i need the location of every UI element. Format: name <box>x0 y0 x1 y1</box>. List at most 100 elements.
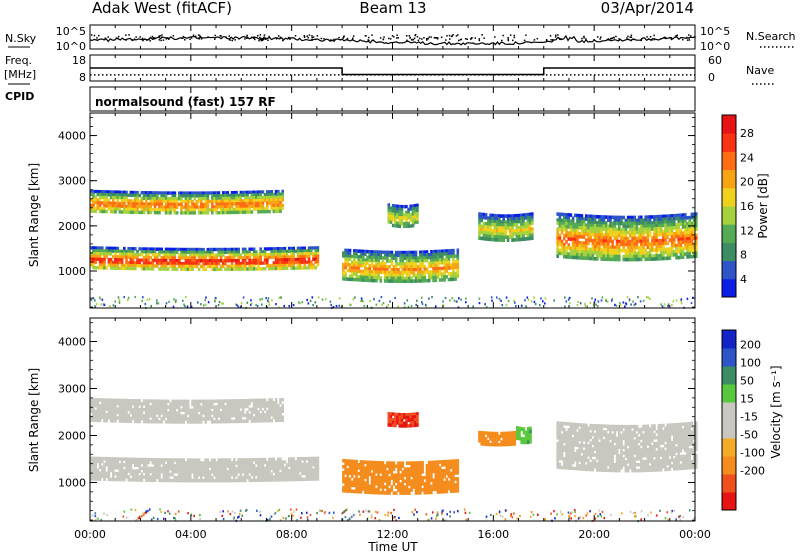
echo-cell-r0 <box>310 246 313 250</box>
clutter-cell <box>420 296 423 299</box>
echo-cell-r1 <box>114 193 117 197</box>
echo-cell-r5 <box>578 213 581 218</box>
echo-cell-r1 <box>127 204 130 209</box>
echo-cell-r1 <box>217 405 221 409</box>
echo-cell-r0 <box>189 253 192 257</box>
echo-cell-r0 <box>261 460 265 465</box>
echo-cell-r1 <box>252 204 256 208</box>
echo-cell-r1 <box>109 419 113 423</box>
echo-cell-r0 <box>310 266 313 270</box>
echo-cell-r5 <box>626 254 630 259</box>
echo-cell-r0 <box>197 259 201 263</box>
echo-cell-r5 <box>666 223 669 227</box>
echo-cell-r2 <box>436 275 440 280</box>
clutter-cell <box>397 305 399 308</box>
echo-cell-r0 <box>219 476 223 480</box>
echo-cell-r2 <box>366 275 369 280</box>
echo-cell-r0 <box>292 255 295 259</box>
echo-cell-r0 <box>290 255 293 259</box>
noise-search-dot <box>449 38 451 40</box>
echo-cell-r1 <box>241 410 245 415</box>
echo-cell-r3 <box>400 221 404 226</box>
echo-cell-r1 <box>140 199 144 203</box>
echo-cell-r1 <box>215 420 218 424</box>
echo-cell-r1 <box>138 205 141 209</box>
echo-cell-r1 <box>173 194 177 198</box>
echo-cell-r1 <box>112 398 115 402</box>
echo-cell-r4 <box>526 212 530 217</box>
echo-cell-r1 <box>184 411 188 415</box>
echo-cell-r5 <box>657 217 661 222</box>
echo-cell-r0 <box>149 466 152 471</box>
echo-cell-r0 <box>191 256 194 260</box>
echo-cell-r0 <box>145 457 148 462</box>
echo-cell-r4 <box>531 233 534 237</box>
echo-cell-r0 <box>193 253 196 257</box>
echo-cell-r0 <box>263 478 267 482</box>
echo-cell-r0 <box>237 247 240 252</box>
echo-cell-r0 <box>195 476 199 480</box>
echo-cell-r5 <box>571 219 575 224</box>
echo-cell-r5 <box>571 237 575 242</box>
noise-search-dot <box>618 38 620 40</box>
echo-cell-r0 <box>222 250 225 254</box>
echo-cell-r2 <box>414 265 418 269</box>
echo-cell-r0 <box>151 460 155 465</box>
echo-cell-r1 <box>118 413 122 417</box>
echo-cell-r0 <box>237 458 240 462</box>
echo-cell-r0 <box>129 258 133 262</box>
echo-cell-r2 <box>412 265 416 269</box>
echo-cell-r0 <box>98 474 102 478</box>
echo-cell-r3 <box>407 207 410 211</box>
echo-cell-r2 <box>355 278 358 282</box>
echo-cell-r0 <box>107 477 111 482</box>
echo-cell-r1 <box>182 199 185 204</box>
echo-cell-r0 <box>112 260 115 265</box>
echo-cell-r0 <box>178 458 181 462</box>
echo-cell-r5 <box>585 217 588 221</box>
echo-cell-r1 <box>233 408 236 412</box>
echo-cell-r0 <box>129 478 133 482</box>
echo-cell-r0 <box>160 258 163 263</box>
echo-cell-r2 <box>421 264 424 269</box>
echo-cell-r0 <box>211 247 214 252</box>
clutter-cell <box>526 296 529 299</box>
echo-cell-r4 <box>506 235 510 239</box>
echo-cell-r5 <box>576 237 579 242</box>
echo-cell-r5 <box>587 223 590 228</box>
echo-cell-r2 <box>430 252 433 257</box>
echo-cell-r2 <box>366 278 369 283</box>
echo-cell-r5 <box>635 227 639 232</box>
echo-cell-r1 <box>204 417 207 421</box>
clutter-cell <box>204 299 206 302</box>
echo-cell-r0 <box>202 262 205 266</box>
echo-cell-r1 <box>270 195 273 200</box>
echo-cell-r1 <box>206 405 210 409</box>
echo-cell-r0 <box>189 264 192 269</box>
echo-cell-r0 <box>195 461 199 465</box>
echo-cell-r1 <box>156 420 159 424</box>
echo-cell-r0 <box>288 249 291 253</box>
echo-cell-r1 <box>257 410 260 414</box>
clutter-cell <box>431 296 433 299</box>
echo-cell-r1 <box>189 199 192 204</box>
clutter-cell <box>505 304 508 307</box>
echo-cell-r5 <box>657 232 661 237</box>
echo-cell-r5 <box>571 252 575 257</box>
echo-cell-r4 <box>524 237 527 241</box>
echo-cell-r1 <box>208 191 212 195</box>
echo-cell-r0 <box>164 261 168 266</box>
echo-cell-r5 <box>585 214 588 218</box>
echo-cell-r1 <box>131 207 135 212</box>
echo-cell-r2 <box>375 273 378 277</box>
echo-cell-r0 <box>204 256 207 260</box>
echo-cell-r5 <box>598 227 601 231</box>
echo-cell-r0 <box>274 264 278 268</box>
echo-cell-r5 <box>560 248 564 253</box>
noise-search-dot <box>262 38 264 41</box>
echo-cell-r1 <box>120 193 124 197</box>
echo-cell-r0 <box>312 246 315 250</box>
clutter-cell <box>221 302 223 305</box>
echo-cell-r0 <box>197 464 201 468</box>
echo-cell-r0 <box>312 254 315 259</box>
